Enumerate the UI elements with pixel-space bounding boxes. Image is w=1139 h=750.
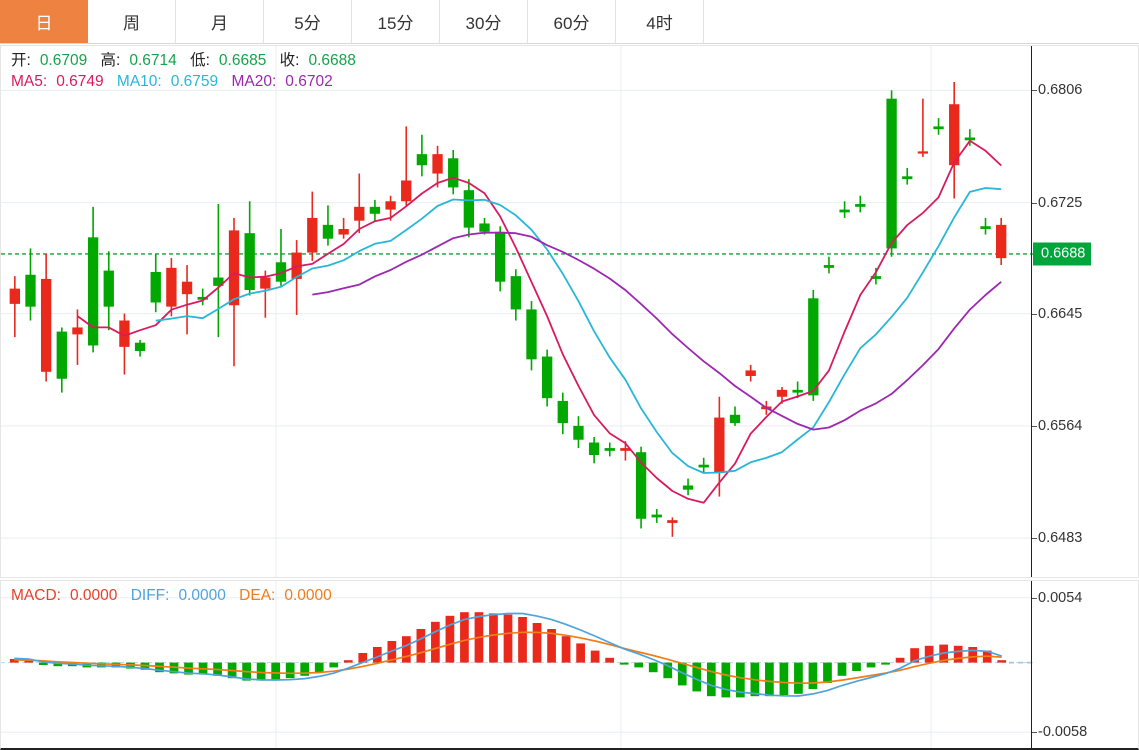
- ma5-value: 0.6749: [56, 73, 104, 90]
- tab-7[interactable]: 4时: [616, 0, 704, 43]
- macd-tick-1: -0.0058: [1031, 724, 1088, 741]
- macd-label: MACD:: [11, 587, 61, 604]
- ma10-value: 0.6759: [170, 73, 219, 90]
- period-tab-bar: 日周月 5分 15分 30分 60分 4时: [0, 0, 1139, 44]
- tab-6[interactable]: 60分: [528, 0, 616, 43]
- ohlc-legend: 开: 0.6709 高: 0.6714 低: 0.6685 收: 0.6688 MA5:…: [11, 50, 365, 92]
- price-tick-0: 0.6806: [1031, 82, 1083, 99]
- macd-legend: MACD: 0.0000 DIFF: 0.0000 DEA: 0.0000: [11, 585, 341, 606]
- high-value: 0.6714: [129, 52, 177, 69]
- price-axis: 0.6806 0.6725 0.6645 0.6564 0.6483 0.6688: [1031, 46, 1138, 577]
- kline-plot-area[interactable]: [1, 46, 1033, 577]
- close-value: 0.6688: [308, 52, 356, 69]
- price-tick-4: 0.6483: [1031, 530, 1083, 547]
- close-label: 收:: [279, 52, 300, 69]
- price-tick-3: 0.6564: [1031, 417, 1083, 434]
- kline-chart-pane[interactable]: 开: 0.6709 高: 0.6714 低: 0.6685 收: 0.6688 MA5:…: [0, 45, 1139, 578]
- diff-value: 0.0000: [178, 587, 226, 604]
- tab-4[interactable]: 15分: [352, 0, 440, 43]
- tab-5[interactable]: 30分: [440, 0, 528, 43]
- tab-2[interactable]: 月: [176, 0, 264, 43]
- high-label: 高:: [100, 52, 121, 69]
- open-value: 0.6709: [39, 52, 88, 69]
- current-price-badge: 0.6688: [1033, 242, 1092, 266]
- diff-label: DIFF:: [130, 587, 170, 604]
- tab-0[interactable]: 日: [0, 0, 88, 43]
- dea-value: 0.0000: [284, 587, 332, 604]
- macd-axis: 0.0054 -0.0058: [1031, 581, 1138, 748]
- ma20-label: MA20:: [231, 73, 277, 90]
- tab-1[interactable]: 周: [88, 0, 176, 43]
- ma20-value: 0.6702: [285, 73, 333, 90]
- low-label: 低:: [190, 52, 210, 69]
- macd-value: 0.0000: [69, 587, 118, 604]
- price-tick-1: 0.6725: [1031, 194, 1083, 211]
- price-tick-2: 0.6645: [1031, 305, 1083, 322]
- macd-plot-area[interactable]: [1, 581, 1033, 748]
- ma5-label: MA5:: [11, 73, 48, 90]
- tab-3[interactable]: 5分: [264, 0, 352, 43]
- macd-svg: [1, 581, 1033, 748]
- low-value: 0.6685: [218, 52, 267, 69]
- dea-label: DEA:: [239, 587, 276, 604]
- macd-tick-0: 0.0054: [1031, 589, 1083, 606]
- macd-chart-pane[interactable]: MACD: 0.0000 DIFF: 0.0000 DEA: 0.0000 0.005…: [0, 580, 1139, 750]
- kline-svg: [1, 46, 1033, 577]
- open-label: 开:: [11, 52, 31, 69]
- ma10-label: MA10:: [116, 73, 162, 90]
